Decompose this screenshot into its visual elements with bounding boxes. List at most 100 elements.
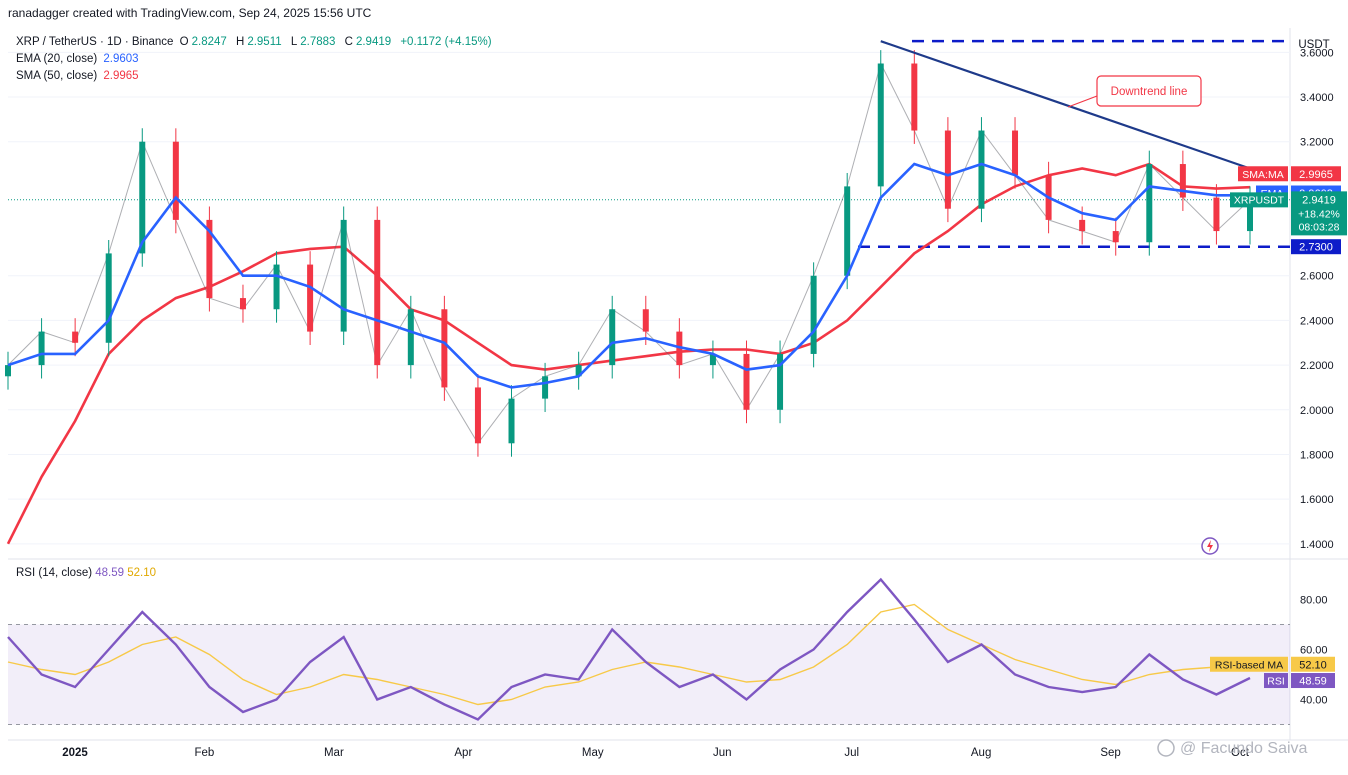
time-axis-label: Sep bbox=[1100, 747, 1120, 759]
symbol-price-badge: XRPUSDT 2.9419 +18.42% 08:03:28 bbox=[1230, 191, 1347, 236]
candle-body[interactable] bbox=[307, 264, 314, 332]
candle-body[interactable] bbox=[844, 186, 851, 276]
price-grid bbox=[8, 51, 1290, 545]
price-tick-label: 1.8000 bbox=[1300, 449, 1334, 461]
change-value: +0.1172 (+4.15%) bbox=[400, 36, 492, 48]
candle-body[interactable] bbox=[38, 331, 45, 366]
chart-credit: ranadagger created with TradingView.com,… bbox=[8, 6, 372, 20]
svg-text:+18.42%: +18.42% bbox=[1298, 208, 1340, 220]
symbol-row: XRP / TetherUS · 1D · Binance O 2.8247 H 2… bbox=[16, 34, 495, 51]
candle-body[interactable] bbox=[72, 331, 79, 343]
candle-body[interactable] bbox=[5, 365, 11, 377]
candle-body[interactable] bbox=[273, 264, 280, 310]
open-label: O bbox=[179, 36, 189, 48]
time-axis-label: Oct bbox=[1231, 747, 1250, 759]
price-tick-label: 2.2000 bbox=[1300, 360, 1334, 372]
candle-body[interactable] bbox=[810, 275, 817, 354]
time-axis[interactable]: 2025 Feb Mar Apr May Jun Jul Aug Sep Oct bbox=[62, 747, 1250, 759]
low-label: L bbox=[290, 36, 298, 48]
candle-body[interactable] bbox=[1213, 197, 1220, 232]
price-tick-label: 3.2000 bbox=[1300, 137, 1334, 149]
ema-20-line[interactable] bbox=[7, 162, 1250, 389]
svg-text:SMA:MA: SMA:MA bbox=[1242, 169, 1283, 181]
sma-badge: SMA:MA 2.9965 bbox=[1238, 166, 1341, 182]
candle-body[interactable] bbox=[474, 387, 481, 444]
candle-body[interactable] bbox=[508, 398, 515, 444]
sma-row[interactable]: SMA (50, close) 2.9965 bbox=[16, 68, 495, 85]
candle-body[interactable] bbox=[575, 365, 582, 377]
price-tick-label: 1.6000 bbox=[1300, 494, 1334, 506]
candle-body[interactable] bbox=[1179, 164, 1186, 198]
watermark-text: @ Facundo Saiva bbox=[1180, 740, 1308, 757]
candle-body[interactable] bbox=[709, 353, 716, 366]
candle-body[interactable] bbox=[172, 141, 179, 220]
candle-body[interactable] bbox=[105, 253, 112, 343]
downtrend-line[interactable] bbox=[880, 40, 1251, 170]
rsi-line[interactable] bbox=[7, 577, 1251, 721]
flash-icon[interactable] bbox=[1201, 537, 1219, 555]
candle-body[interactable] bbox=[877, 63, 884, 187]
candle-body[interactable] bbox=[642, 309, 649, 332]
open-value: 2.8247 bbox=[191, 36, 227, 48]
high-label: H bbox=[236, 36, 245, 48]
currency-label: USDT bbox=[1298, 39, 1329, 51]
price-tick-label: 1.4000 bbox=[1300, 539, 1334, 551]
candle-body[interactable] bbox=[206, 219, 213, 299]
price-tick-label: 2.0000 bbox=[1300, 405, 1334, 417]
chart-legend: XRP / TetherUS · 1D · Binance O 2.8247 H 2… bbox=[16, 34, 495, 85]
candle-body[interactable] bbox=[1112, 231, 1119, 243]
candle-body[interactable] bbox=[542, 376, 549, 399]
close-value: 2.9419 bbox=[355, 36, 392, 48]
sma-50-line[interactable] bbox=[6, 162, 1251, 545]
candles[interactable] bbox=[5, 50, 1253, 457]
annotation-text: Downtrend line bbox=[1111, 86, 1188, 98]
candle-body[interactable] bbox=[407, 309, 414, 366]
candle-body[interactable] bbox=[374, 219, 381, 366]
candle-body[interactable] bbox=[139, 141, 146, 254]
close-label: C bbox=[344, 36, 353, 48]
price-axis[interactable]: 3.6000 3.4000 3.2000 2.6000 2.4000 2.2000 2.00… bbox=[1300, 47, 1334, 550]
svg-text:RSI: RSI bbox=[1267, 676, 1285, 688]
candle-body[interactable] bbox=[777, 353, 784, 410]
time-axis-label: Jun bbox=[713, 747, 732, 759]
time-axis-label: 2025 bbox=[62, 747, 88, 759]
svg-text:48.59: 48.59 bbox=[1299, 676, 1327, 688]
candle-body[interactable] bbox=[1012, 130, 1019, 176]
sma-value: 2.9965 bbox=[103, 70, 139, 82]
price-tick-label: 3.6000 bbox=[1300, 47, 1334, 59]
ema-value: 2.9603 bbox=[103, 53, 139, 65]
candle-body[interactable] bbox=[239, 298, 246, 310]
candle-body[interactable] bbox=[609, 309, 616, 366]
candle-body[interactable] bbox=[1146, 164, 1153, 243]
price-tick-label: 2.6000 bbox=[1300, 271, 1334, 283]
rsi-tick-label: 80.00 bbox=[1300, 595, 1328, 607]
ema-row[interactable]: EMA (20, close) 2.9603 bbox=[16, 51, 495, 68]
sma-label: SMA (50, close) bbox=[16, 70, 98, 82]
svg-text:XRPUSDT: XRPUSDT bbox=[1234, 194, 1285, 206]
candle-body[interactable] bbox=[441, 309, 448, 388]
rsi-value-badge: RSI 48.59 bbox=[1264, 673, 1335, 689]
svg-text:2.9965: 2.9965 bbox=[1299, 169, 1333, 181]
candle-body[interactable] bbox=[340, 219, 347, 332]
svg-text:52.10: 52.10 bbox=[1299, 659, 1327, 671]
candle-body[interactable] bbox=[743, 353, 750, 410]
price-tick-label: 3.4000 bbox=[1300, 92, 1334, 104]
candle-body[interactable] bbox=[1079, 219, 1086, 232]
rsi-axis[interactable]: 80.00 60.00 40.00 bbox=[1300, 595, 1328, 707]
svg-text:08:03:28: 08:03:28 bbox=[1299, 221, 1340, 233]
candle-body[interactable] bbox=[1247, 199, 1253, 232]
downtrend-annotation[interactable]: Downtrend line bbox=[1067, 75, 1202, 108]
candle-body[interactable] bbox=[911, 63, 918, 131]
rsi-legend[interactable]: RSI (14, close) 48.59 52.10 bbox=[16, 567, 156, 579]
rsi-band bbox=[8, 624, 1290, 725]
price-tick-label: 2.4000 bbox=[1300, 315, 1334, 327]
rsi-legend-value: 48.59 bbox=[95, 567, 125, 579]
candle-body[interactable] bbox=[944, 130, 951, 209]
rsi-ma-line[interactable] bbox=[7, 603, 1251, 706]
rsi-tick-label: 40.00 bbox=[1300, 695, 1328, 707]
candle-body[interactable] bbox=[978, 130, 985, 209]
symbol-label[interactable]: XRP / TetherUS · 1D · Binance bbox=[16, 36, 174, 48]
time-axis-label: Mar bbox=[324, 747, 344, 759]
low-value: 2.7883 bbox=[300, 36, 336, 48]
